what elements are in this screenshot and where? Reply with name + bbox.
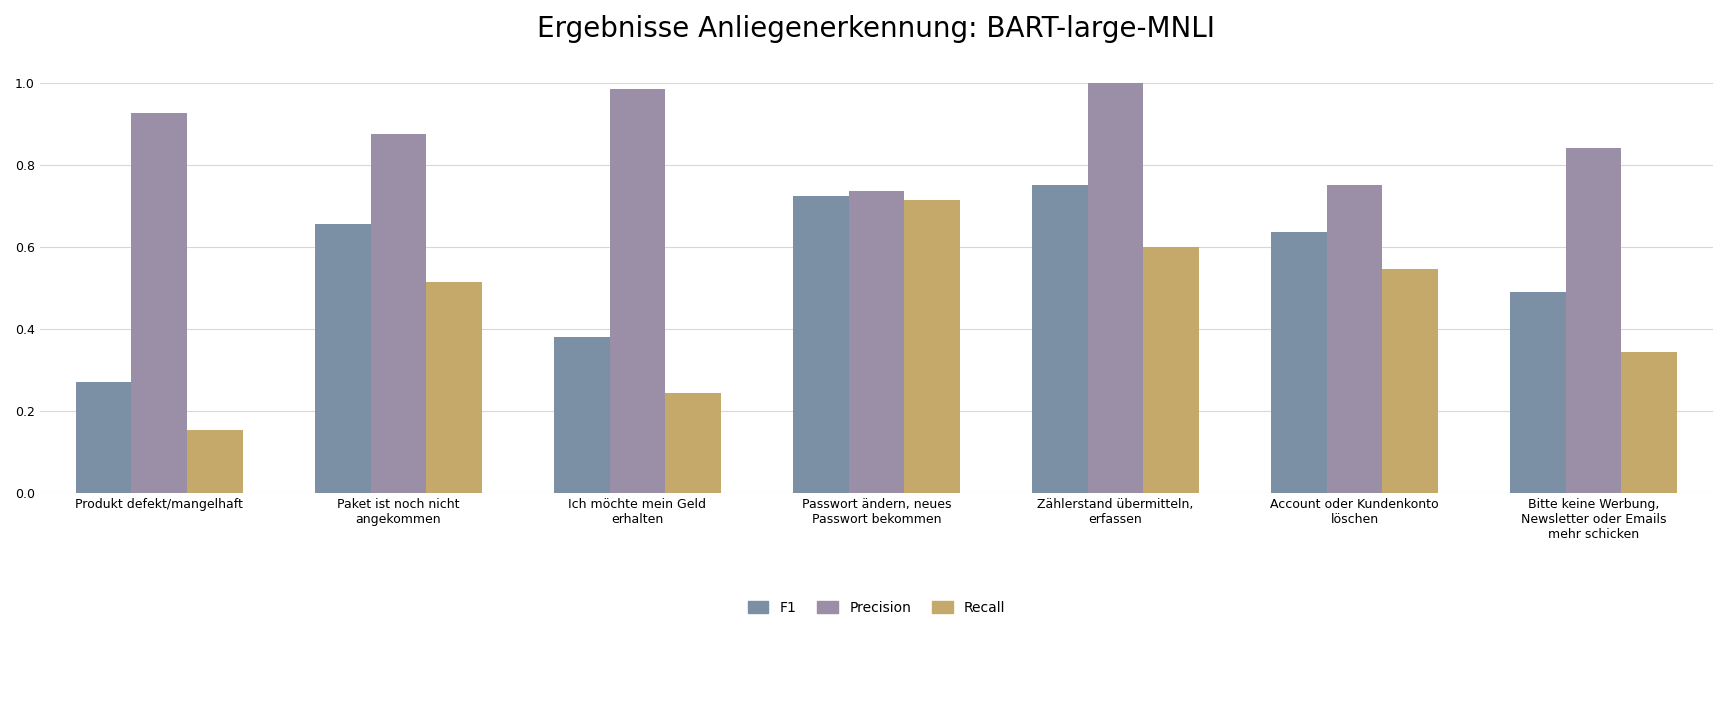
Bar	[76, 382, 131, 493]
Bar	[848, 192, 904, 493]
Bar	[610, 89, 665, 493]
Bar	[1510, 292, 1566, 493]
Bar	[1566, 148, 1621, 493]
Bar	[1327, 185, 1382, 493]
Bar	[1032, 185, 1087, 493]
Bar	[1144, 247, 1199, 493]
Legend: F1, Precision, Recall: F1, Precision, Recall	[741, 595, 1011, 621]
Bar	[1087, 83, 1144, 493]
Bar	[904, 199, 961, 493]
Title: Ergebnisse Anliegenerkennung: BART-large-MNLI: Ergebnisse Anliegenerkennung: BART-large…	[537, 15, 1215, 43]
Bar	[1382, 269, 1438, 493]
Bar	[553, 337, 610, 493]
Bar	[665, 392, 721, 493]
Bar	[427, 282, 482, 493]
Bar	[793, 196, 848, 493]
Bar	[370, 134, 427, 493]
Bar	[187, 430, 244, 493]
Bar	[314, 224, 370, 493]
Bar	[1270, 233, 1327, 493]
Bar	[131, 113, 187, 493]
Bar	[1621, 351, 1678, 493]
